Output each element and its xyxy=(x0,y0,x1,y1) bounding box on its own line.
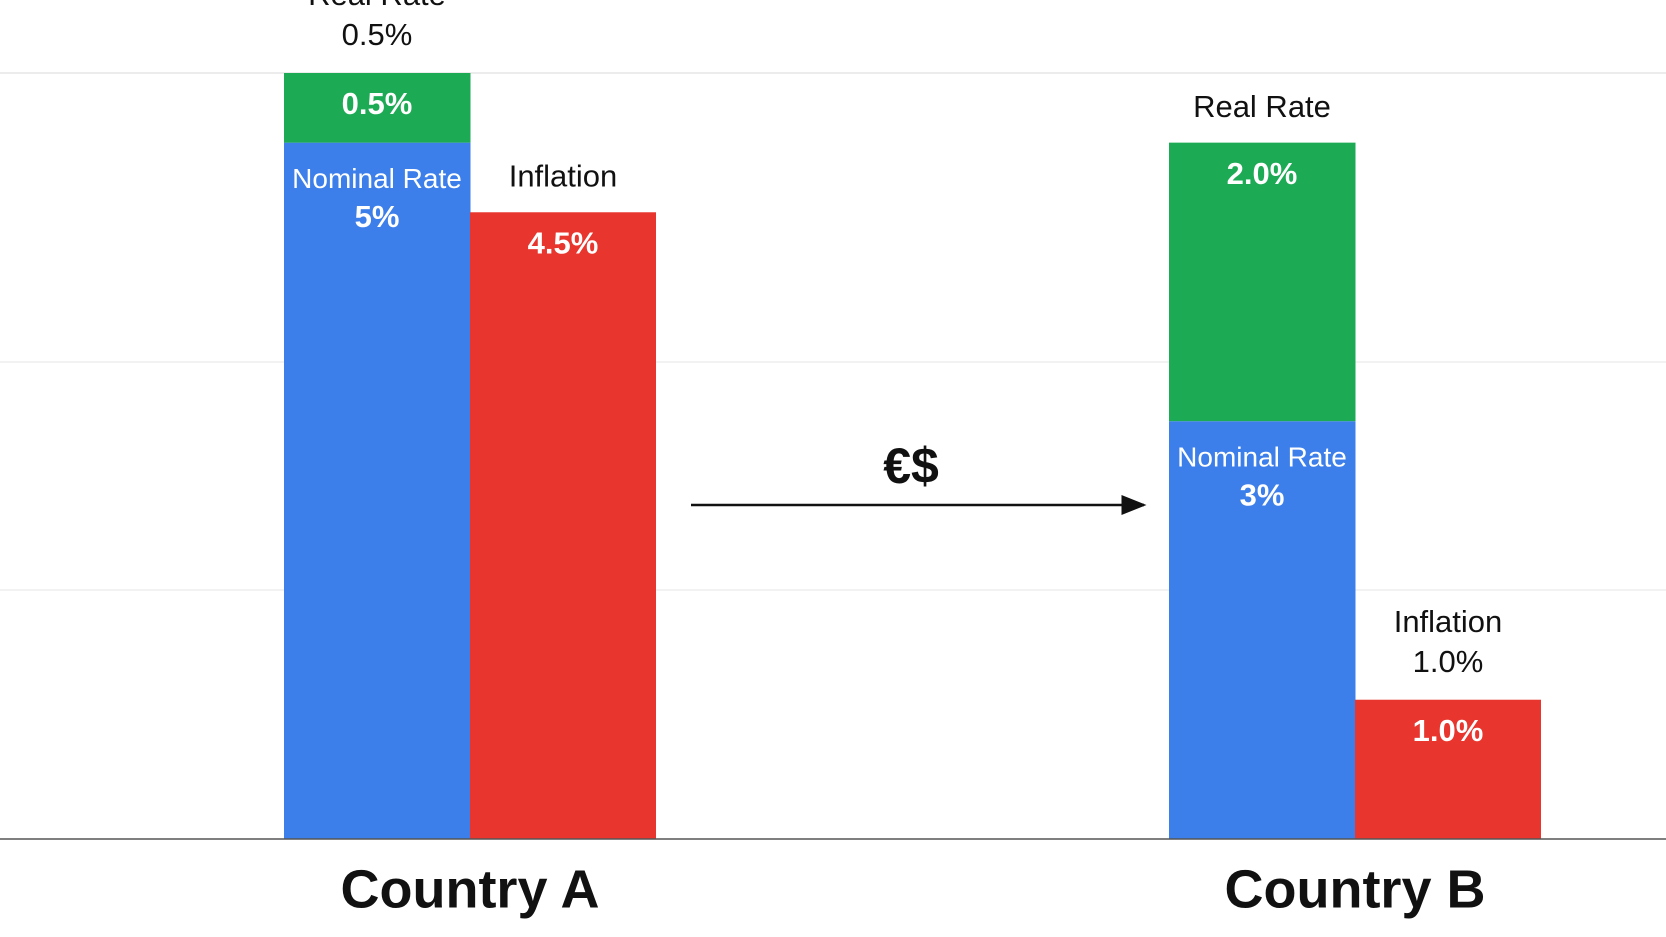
value-label: 1.0% xyxy=(1413,713,1484,748)
bar-segment xyxy=(284,142,471,840)
series-label: Inflation xyxy=(509,158,618,193)
category-label: Country B xyxy=(1225,859,1486,919)
value-label: 5% xyxy=(355,199,400,234)
value-label: 3% xyxy=(1240,477,1285,512)
value-label: 1.0% xyxy=(1413,644,1484,679)
value-label: 0.5% xyxy=(342,17,413,52)
series-label: Inflation xyxy=(1394,604,1503,639)
series-label: Real Rate xyxy=(308,0,446,12)
bar-segment xyxy=(284,73,471,143)
series-label: Nominal Rate xyxy=(292,163,462,194)
value-label: 2.0% xyxy=(1227,156,1298,191)
series-label: Nominal Rate xyxy=(1177,442,1347,473)
bar-segment xyxy=(470,212,656,840)
value-label: 4.5% xyxy=(528,225,599,260)
category-label: Country A xyxy=(341,859,600,919)
annotation: €$ xyxy=(883,438,939,494)
bar-segment xyxy=(1355,699,1541,839)
value-label: 0.5% xyxy=(342,86,413,121)
series-label: Real Rate xyxy=(1193,89,1331,124)
bar-segment xyxy=(1169,421,1356,839)
bar-segment xyxy=(1169,142,1356,422)
